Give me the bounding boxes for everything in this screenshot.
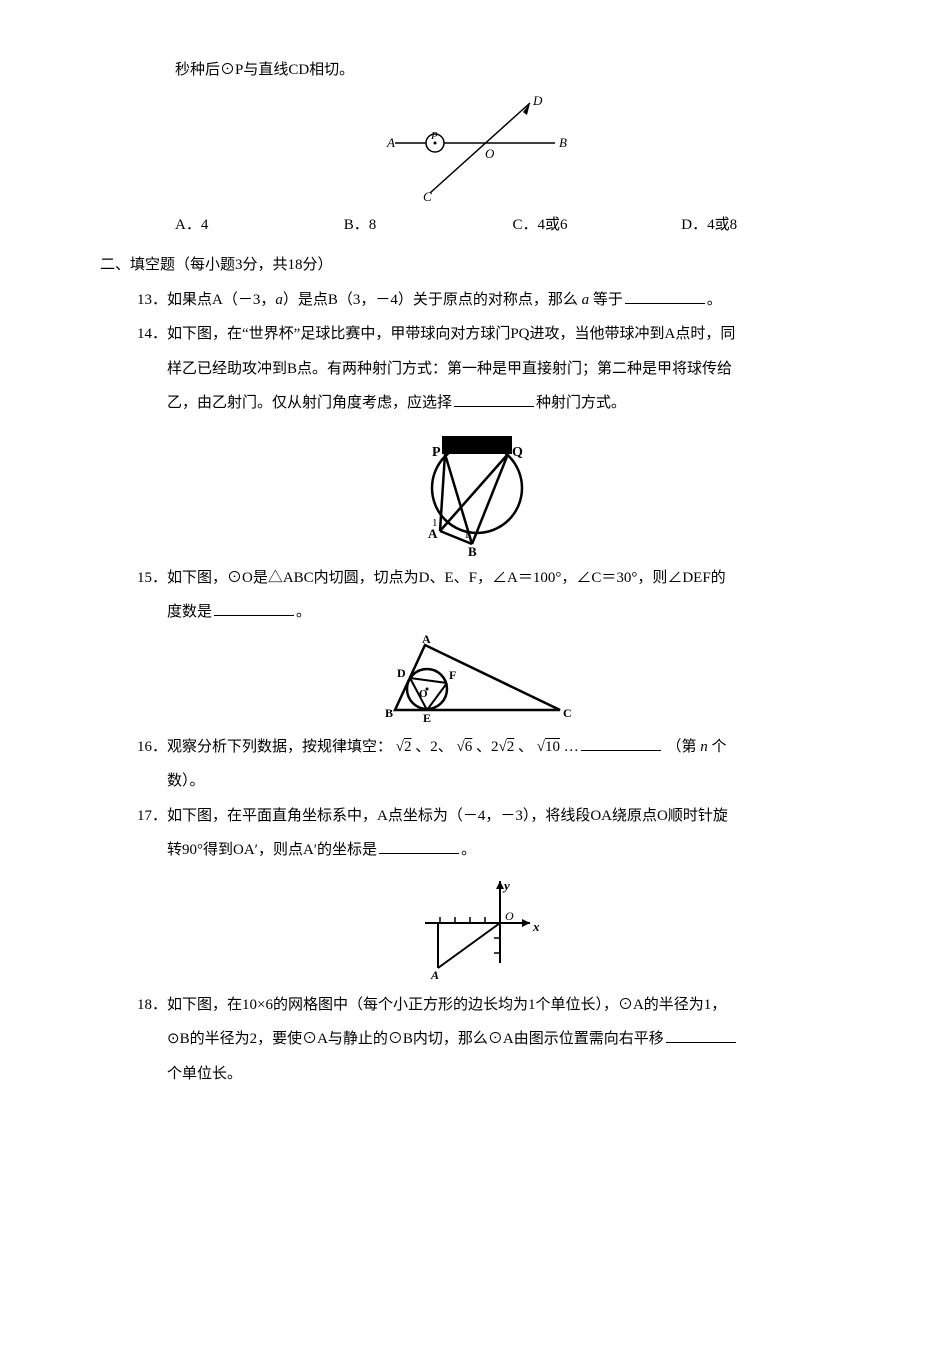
q18-l2: ⊙B的半径为2，要使⊙A与静止的⊙B内切，那么⊙A由图示位置需向右平移 bbox=[167, 1031, 664, 1047]
q17-l2b: 。 bbox=[461, 842, 476, 858]
q18-blank[interactable] bbox=[666, 1027, 736, 1043]
label-D: D bbox=[532, 93, 543, 108]
q17-line2: 转90°得到OA′，则点A′的坐标是 。 bbox=[100, 836, 850, 865]
q18-line2: ⊙B的半径为2，要使⊙A与静止的⊙B内切，那么⊙A由图示位置需向右平移 bbox=[100, 1025, 850, 1054]
label-O: O bbox=[485, 146, 495, 161]
svg-text:1: 1 bbox=[432, 517, 438, 529]
q13-var-a2: a bbox=[582, 292, 590, 308]
q16-seq: √2 、2、 √6 、2√2 、 √10 bbox=[396, 739, 564, 755]
q15-line2: 度数是 。 bbox=[100, 598, 850, 627]
q14-blank[interactable] bbox=[454, 391, 534, 407]
label-A: A bbox=[422, 635, 431, 646]
q14-line1: 14．如下图，在“世界杯”足球比赛中，甲带球向对方球门PQ进攻，当他带球冲到A点… bbox=[100, 320, 850, 349]
label-Q: Q bbox=[512, 445, 523, 460]
q14-figure: P Q A B 1 1 bbox=[100, 426, 850, 556]
q17-blank[interactable] bbox=[379, 838, 459, 854]
q13-line: 13．如果点A（－3，a）是点B（3，－4）关于原点的对称点，那么 a 等于。 bbox=[100, 286, 850, 315]
q13-blank[interactable] bbox=[625, 288, 705, 304]
label-A: A bbox=[430, 968, 439, 982]
q12-opt-a: A．4 bbox=[175, 211, 344, 240]
q16-d: 个 bbox=[708, 739, 727, 755]
label-P: P bbox=[430, 130, 438, 142]
q13-mid: ）是点B（3，－4）关于原点的对称点，那么 bbox=[283, 292, 582, 308]
label-C: C bbox=[563, 706, 572, 720]
q15-figure: A B C D E F O bbox=[100, 635, 850, 725]
q16-a: 16．观察分析下列数据，按规律填空： bbox=[137, 739, 392, 755]
q16-blank[interactable] bbox=[581, 735, 661, 751]
q13-post: 等于 bbox=[589, 292, 623, 308]
q15-blank[interactable] bbox=[214, 600, 294, 616]
label-y: y bbox=[502, 878, 510, 893]
label-B: B bbox=[385, 706, 393, 720]
q12-options: A．4 B．8 C．4或6 D．4或8 bbox=[100, 211, 850, 240]
q12-tail-text: 秒种后⊙P与直线CD相切。 bbox=[100, 56, 850, 85]
q12-opt-b: B．8 bbox=[344, 211, 513, 240]
q12-opt-c: C．4或6 bbox=[513, 211, 682, 240]
q14-l3a: 乙，由乙射门。仅从射门角度考虑，应选择 bbox=[167, 395, 452, 411]
q15-line1: 15．如下图，⊙O是△ABC内切圆，切点为D、E、F，∠A＝100°，∠C＝30… bbox=[100, 564, 850, 593]
label-A: A bbox=[386, 135, 395, 150]
q12-figure: A B C D O P bbox=[100, 93, 850, 203]
q16-c: （第 bbox=[667, 739, 701, 755]
q17-line1: 17．如下图，在平面直角坐标系中，A点坐标为（－4，－3），将线段OA绕原点O顺… bbox=[100, 802, 850, 831]
svg-text:1: 1 bbox=[464, 529, 470, 541]
label-F: F bbox=[449, 668, 456, 682]
q14-line3: 乙，由乙射门。仅从射门角度考虑，应选择 种射门方式。 bbox=[100, 389, 850, 418]
q15-l2a: 度数是 bbox=[167, 604, 212, 620]
label-O: O bbox=[419, 688, 428, 700]
q18-line1: 18．如下图，在10×6的网格图中（每个小正方形的边长均为1个单位长），⊙A的半… bbox=[100, 991, 850, 1020]
label-O: O bbox=[505, 909, 514, 923]
q15-l2b: 。 bbox=[296, 604, 311, 620]
q14-line2: 样乙已经助攻冲到B点。有两种射门方式：第一种是甲直接射门；第二种是甲将球传给 bbox=[100, 355, 850, 384]
q17-figure: y x O A bbox=[100, 873, 850, 983]
q13-pre: 13．如果点A（－3， bbox=[137, 292, 275, 308]
label-P: P bbox=[432, 445, 441, 460]
q12-opt-d: D．4或8 bbox=[681, 211, 850, 240]
q18-line3: 个单位长。 bbox=[100, 1060, 850, 1089]
q16-b: … bbox=[564, 739, 579, 755]
label-D: D bbox=[397, 666, 406, 680]
label-C: C bbox=[423, 189, 432, 203]
q13-end: 。 bbox=[707, 292, 722, 308]
label-B: B bbox=[559, 135, 567, 150]
q16-line2: 数）。 bbox=[100, 767, 850, 796]
q14-l3b: 种射门方式。 bbox=[536, 395, 626, 411]
q16-n: n bbox=[700, 739, 708, 755]
section-2-header: 二、填空题（每小题3分，共18分） bbox=[100, 251, 850, 280]
label-B: B bbox=[468, 544, 477, 556]
label-x: x bbox=[532, 919, 540, 934]
q13-var-a: a bbox=[275, 292, 283, 308]
q16-line1: 16．观察分析下列数据，按规律填空： √2 、2、 √6 、2√2 、 √10 … bbox=[100, 733, 850, 762]
q17-l2a: 转90°得到OA′，则点A′的坐标是 bbox=[167, 842, 377, 858]
label-E: E bbox=[423, 711, 431, 725]
